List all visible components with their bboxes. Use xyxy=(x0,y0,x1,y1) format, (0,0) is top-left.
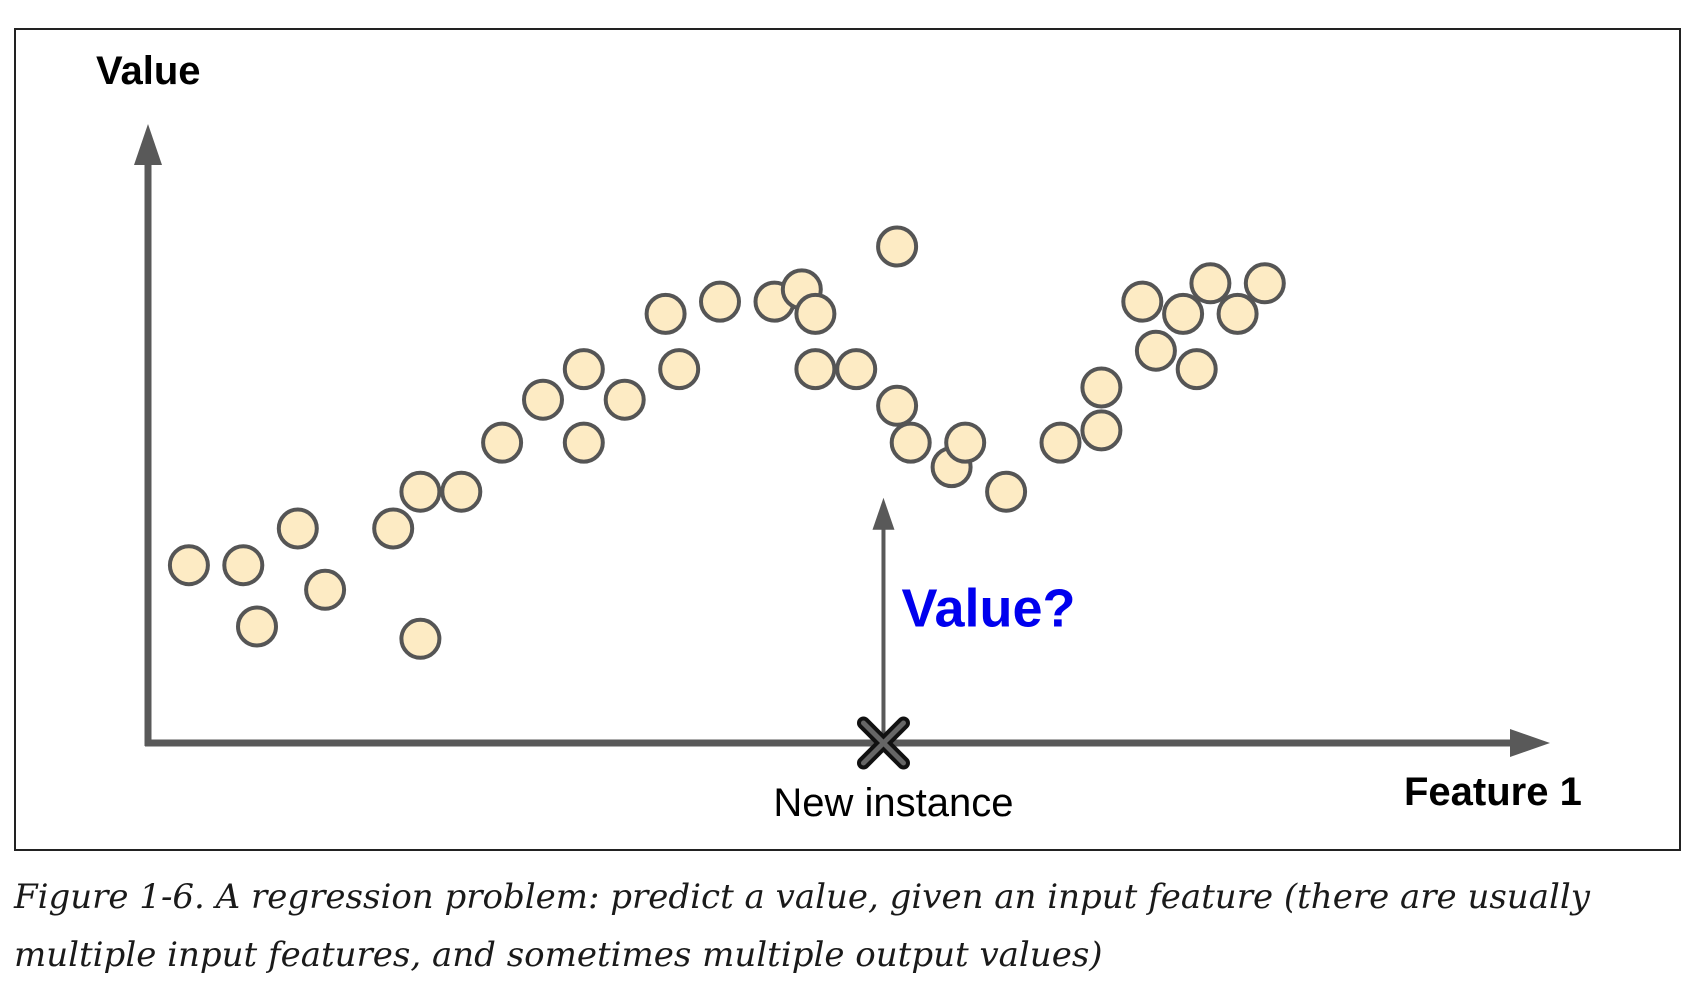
data-point-33 xyxy=(1134,329,1177,372)
data-point-35 xyxy=(1175,348,1218,391)
data-point-31 xyxy=(1080,366,1123,409)
x-axis-arrowhead xyxy=(1510,729,1550,757)
data-point-38 xyxy=(1243,262,1286,305)
data-point-21 xyxy=(794,348,837,391)
data-point-10 xyxy=(481,421,524,464)
data-point-2 xyxy=(222,544,265,587)
data-point-29 xyxy=(1039,421,1082,464)
data-point-17 xyxy=(699,280,741,323)
data-point-15 xyxy=(644,292,687,335)
data-point-30 xyxy=(1080,409,1123,452)
data-point-32 xyxy=(1121,280,1164,323)
data-point-12 xyxy=(562,348,605,391)
data-point-9 xyxy=(440,470,483,513)
figure-frame xyxy=(14,28,1681,851)
x-axis-label: Feature 1 xyxy=(1404,770,1582,814)
prediction-arrowhead xyxy=(872,497,895,530)
data-point-16 xyxy=(658,348,701,391)
y-axis-arrowhead xyxy=(134,124,162,165)
data-point-3 xyxy=(236,605,278,648)
figure-caption: Figure 1-6. A regression problem: predic… xyxy=(14,877,1590,975)
data-point-6 xyxy=(372,507,415,550)
data-point-37 xyxy=(1216,292,1259,335)
data-point-1 xyxy=(167,544,210,587)
data-point-14 xyxy=(603,378,646,421)
data-point-34 xyxy=(1162,292,1205,335)
data-point-11 xyxy=(522,378,564,421)
data-point-7 xyxy=(399,470,442,513)
new-instance-label: New instance xyxy=(773,781,1013,825)
data-point-24 xyxy=(876,384,919,427)
data-point-23 xyxy=(876,225,919,268)
data-point-13 xyxy=(562,421,605,464)
data-point-36 xyxy=(1189,262,1232,305)
data-point-22 xyxy=(835,348,878,391)
data-point-20 xyxy=(794,292,837,335)
data-point-8 xyxy=(399,617,442,660)
data-point-27 xyxy=(944,421,987,464)
value-query-label: Value? xyxy=(901,579,1075,639)
data-point-4 xyxy=(276,507,319,550)
new-instance-x-marker xyxy=(856,716,910,770)
data-point-28 xyxy=(985,470,1028,513)
data-point-5 xyxy=(304,568,347,611)
data-point-25 xyxy=(889,421,932,464)
y-axis-label: Value xyxy=(96,49,201,93)
